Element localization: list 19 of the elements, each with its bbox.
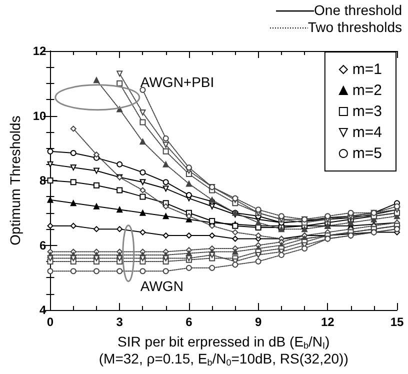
annotation: AWGN — [140, 278, 184, 294]
text: One threshold — [314, 2, 402, 19]
x-tick-label: 12 — [320, 315, 335, 329]
legend-label: m=3 — [352, 103, 382, 120]
annotation: AWGN+PBI — [140, 74, 214, 90]
x-tick-label: 3 — [116, 315, 124, 329]
x-tick-label: 15 — [390, 315, 404, 329]
x-tick-label: 6 — [186, 315, 193, 329]
legend-label: m=1 — [352, 61, 382, 78]
legend-label: m=4 — [352, 124, 382, 141]
x-tick-label: 0 — [46, 315, 54, 329]
legend-label: m=5 — [352, 145, 382, 162]
legend-label: m=2 — [352, 82, 382, 99]
text: Two thresholds — [308, 19, 402, 36]
y-axis-title: Optimum Thresholds — [7, 116, 23, 246]
x-tick-label: 9 — [254, 315, 262, 329]
y-tick-label: 12 — [32, 44, 47, 58]
y-tick-label: 10 — [32, 108, 47, 123]
y-tick-label: 8 — [40, 174, 47, 188]
